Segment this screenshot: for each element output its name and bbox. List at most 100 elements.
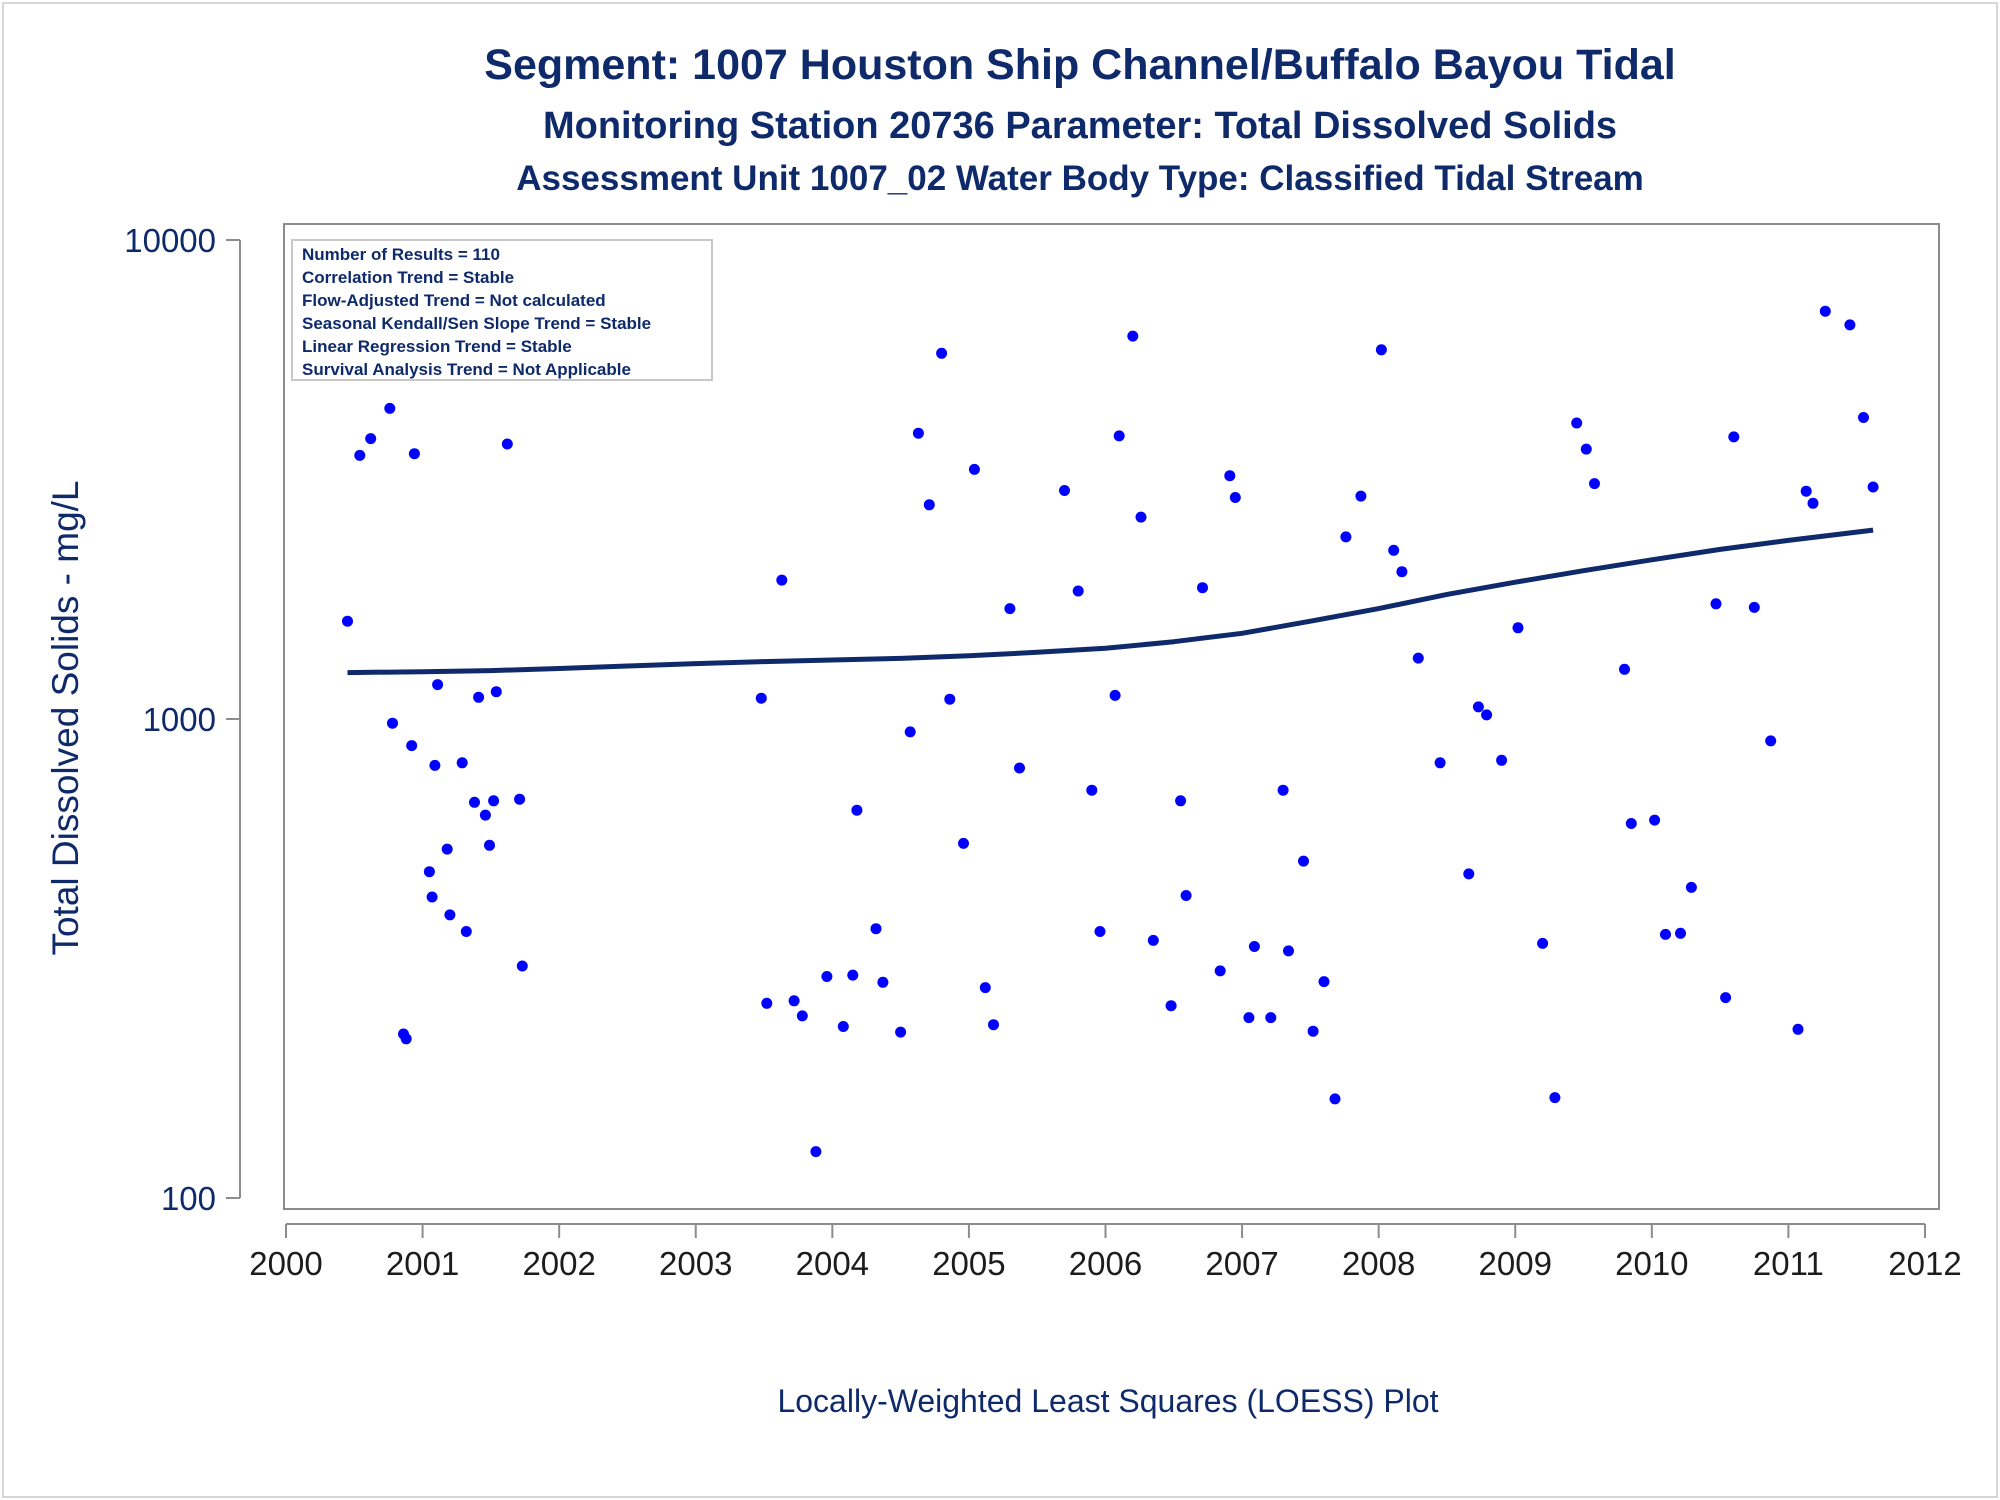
data-point (1537, 937, 1549, 949)
data-point (1844, 319, 1856, 331)
data-point (810, 1146, 822, 1158)
data-point (1135, 511, 1147, 523)
data-point (426, 891, 438, 903)
data-point (400, 1033, 412, 1045)
data-point (1059, 485, 1070, 496)
data-point (1004, 603, 1016, 615)
data-point (365, 433, 377, 445)
data-point (1214, 965, 1226, 977)
data-point (484, 839, 495, 851)
data-point (1512, 622, 1524, 634)
data-point (1224, 470, 1236, 482)
data-point (1147, 934, 1159, 946)
data-point (1109, 689, 1121, 701)
data-point (406, 740, 418, 752)
data-point (1720, 992, 1732, 1004)
data-point (1318, 976, 1330, 988)
chart-title: Segment: 1007 Houston Ship Channel/Buffa… (484, 41, 1675, 89)
data-point (469, 796, 480, 808)
data-point (1229, 492, 1241, 503)
data-point (1472, 701, 1484, 713)
data-point (1396, 566, 1408, 578)
data-point (423, 866, 435, 878)
data-point (958, 837, 969, 849)
y-axis-label: Total Dissolved Solids - mg/L (45, 480, 86, 955)
data-point (1248, 941, 1260, 952)
x-tick-label: 2011 (1753, 1245, 1824, 1282)
data-point (788, 995, 800, 1007)
x-tick-label: 2007 (1205, 1245, 1278, 1282)
data-point (851, 804, 863, 816)
data-point (516, 960, 528, 972)
x-axis-label: Locally-Weighted Least Squares (LOESS) P… (777, 1383, 1438, 1419)
data-point (895, 1026, 907, 1038)
info-line: Correlation Trend = Stable (302, 268, 514, 287)
data-point (1197, 582, 1208, 594)
data-point (1329, 1093, 1341, 1105)
data-point (1283, 945, 1294, 957)
data-point (1434, 757, 1446, 769)
data-point (1660, 928, 1671, 940)
x-tick-label: 2010 (1615, 1245, 1688, 1282)
data-point (460, 926, 472, 937)
data-point (444, 909, 456, 921)
data-point (354, 449, 366, 461)
data-point (1571, 417, 1583, 429)
data-point (1127, 330, 1139, 342)
data-point (923, 499, 935, 511)
x-tick-label: 2003 (659, 1245, 732, 1282)
data-point (1649, 814, 1661, 826)
data-point (755, 692, 767, 704)
data-point (1307, 1025, 1319, 1037)
x-tick-label: 2001 (386, 1245, 459, 1282)
data-point (1619, 663, 1630, 675)
data-point (1800, 485, 1812, 497)
data-points (342, 305, 1879, 1158)
data-point (904, 726, 916, 738)
data-point (1748, 601, 1760, 613)
data-point (1589, 478, 1600, 490)
data-point (1175, 795, 1187, 807)
data-point (1858, 412, 1869, 423)
info-line: Seasonal Kendall/Sen Slope Trend = Stabl… (302, 314, 651, 333)
data-point (488, 795, 500, 807)
chart-subtitle: Monitoring Station 20736 Parameter: Tota… (543, 105, 1617, 147)
data-point (1243, 1012, 1255, 1024)
data-point (342, 615, 353, 627)
x-tick-label: 2006 (1069, 1245, 1142, 1282)
data-point (1412, 652, 1424, 664)
data-point (776, 574, 788, 586)
data-point (1355, 490, 1367, 502)
chart-subtitle-2: Assessment Unit 1007_02 Water Body Type:… (516, 159, 1644, 198)
info-line: Survival Analysis Trend = Not Applicable (302, 360, 631, 379)
data-point (1819, 305, 1831, 317)
data-point (473, 691, 485, 703)
data-point (1685, 881, 1697, 893)
data-point (456, 757, 468, 769)
data-point (837, 1021, 849, 1032)
data-point (1375, 344, 1387, 356)
data-point (847, 969, 859, 981)
data-point (408, 448, 420, 460)
data-point (1165, 1000, 1177, 1012)
x-tick-label: 2008 (1342, 1245, 1415, 1282)
data-point (429, 759, 441, 771)
data-point (1710, 598, 1722, 610)
plot-area (283, 223, 1940, 1210)
data-point (988, 1019, 999, 1031)
y-tick-label: 1000 (143, 701, 216, 738)
data-point (479, 809, 491, 821)
data-point (1792, 1023, 1804, 1035)
y-tick-label: 10000 (124, 222, 216, 259)
info-box-border (291, 239, 713, 381)
data-point (1496, 754, 1508, 766)
data-point (1463, 868, 1475, 880)
data-point (1340, 531, 1352, 543)
data-point (1180, 890, 1192, 901)
data-point (1265, 1012, 1277, 1024)
data-point (1625, 818, 1637, 829)
data-point (1014, 762, 1025, 774)
data-point (490, 686, 502, 698)
y-axis: 100 1000 10000 (124, 222, 241, 1217)
